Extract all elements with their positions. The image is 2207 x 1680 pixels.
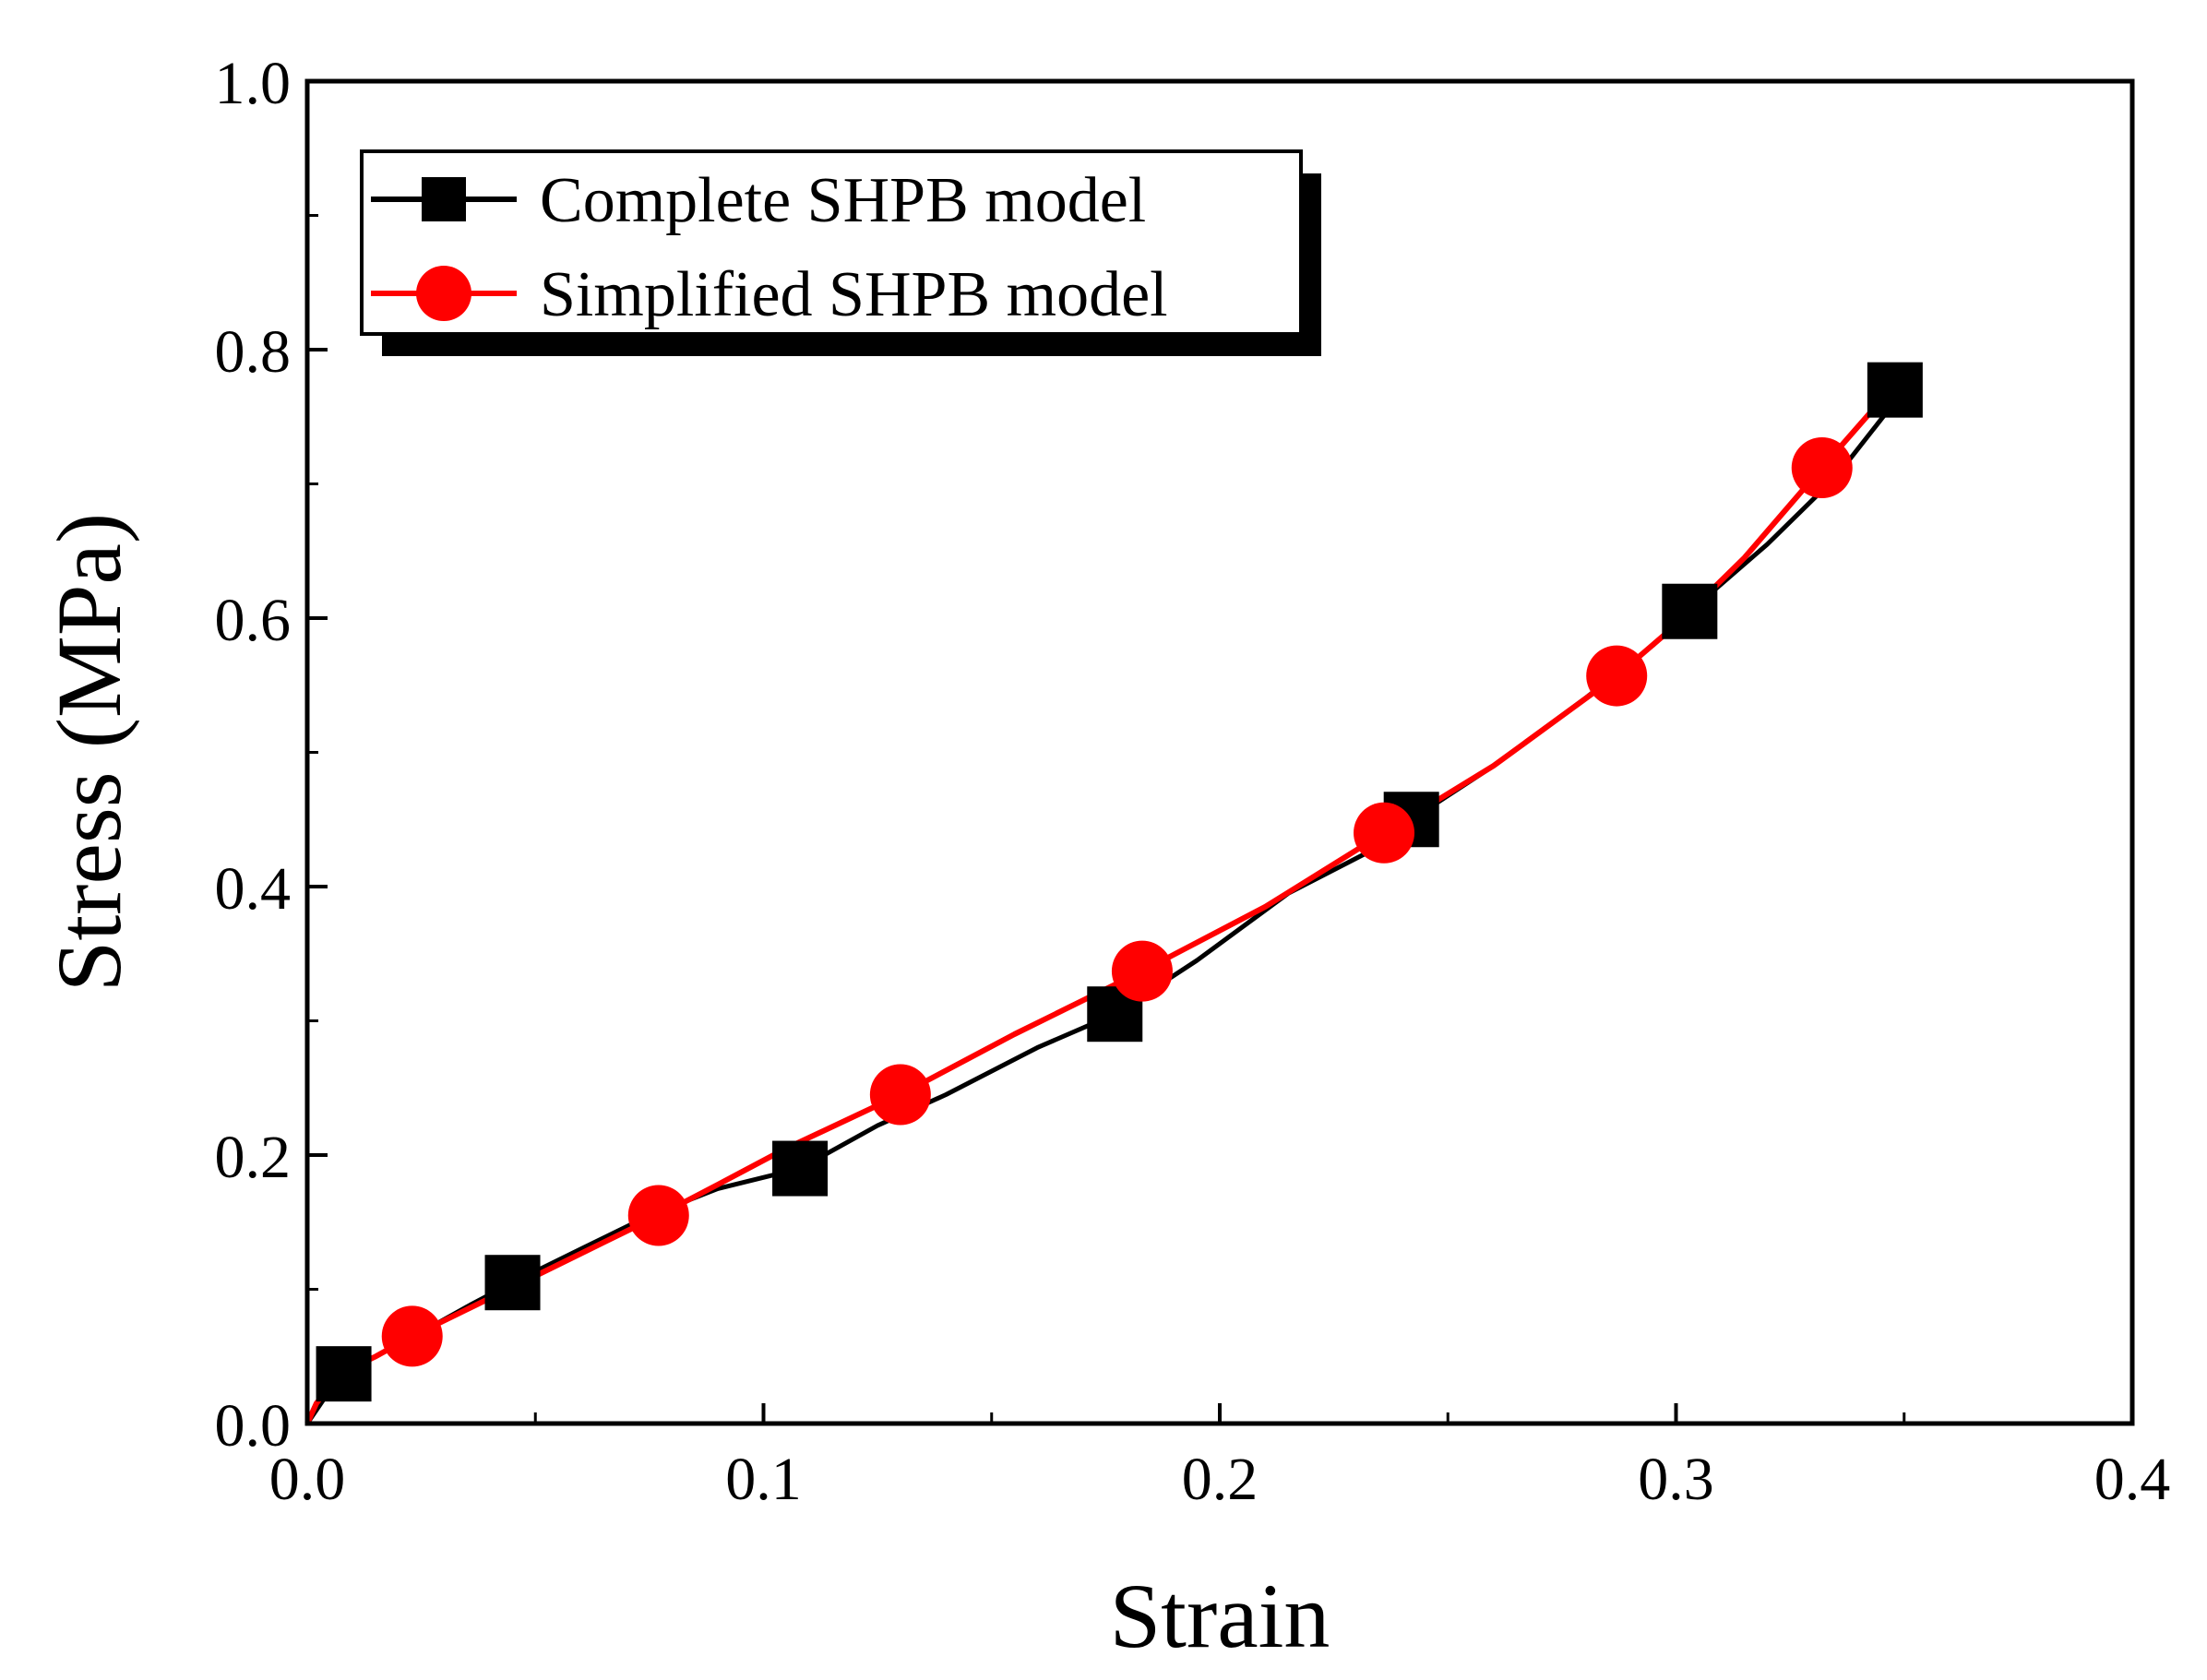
- data-point-circle: [1111, 940, 1173, 1002]
- legend-box: [360, 149, 1303, 336]
- data-point-square: [316, 1346, 372, 1402]
- x-tick-label: 0.4: [2094, 1446, 2171, 1513]
- axis-ticks: 0.0 0.1 0.2 0.3 0.4 0.0 0.2 0.4 0.6 0.8 1.0: [215, 50, 2171, 1513]
- legend-label-simplified: Simplified SHPB model: [540, 259, 1168, 330]
- plot-frame: [304, 78, 2135, 1426]
- data-point-circle: [1586, 645, 1648, 707]
- x-axis-title: Strain: [1110, 1565, 1330, 1667]
- data-point-square: [1662, 583, 1718, 639]
- x-tick-label: 0.1: [725, 1446, 802, 1513]
- data-point-square: [772, 1140, 829, 1197]
- x-tick-label: 0.0: [269, 1446, 346, 1513]
- y-tick-label: 0.2: [215, 1124, 292, 1191]
- y-tick-label: 0.6: [215, 587, 292, 654]
- data-point-square: [484, 1255, 541, 1311]
- x-tick-label: 0.2: [1182, 1446, 1259, 1513]
- data-point-circle: [381, 1305, 443, 1367]
- data-point-circle: [869, 1064, 931, 1126]
- legend: Complete SHPB model Simplified SHPB mode…: [360, 149, 1321, 356]
- legend-marker-circle: [416, 266, 471, 321]
- data-point-circle: [1791, 437, 1853, 499]
- series-layer: [304, 362, 1923, 1425]
- y-axis-title: Stress (MPa): [38, 513, 140, 992]
- data-point-circle: [1354, 802, 1415, 864]
- legend-label-complete: Complete SHPB model: [540, 165, 1146, 236]
- x-tick-label: 0.3: [1638, 1446, 1714, 1513]
- y-tick-label: 1.0: [215, 50, 292, 117]
- y-tick-label: 0.0: [215, 1392, 292, 1460]
- legend-marker-square: [422, 177, 466, 221]
- y-tick-label: 0.8: [215, 318, 292, 386]
- y-tick-label: 0.4: [215, 855, 292, 923]
- data-point-square: [1867, 362, 1923, 418]
- data-point-circle: [627, 1185, 689, 1246]
